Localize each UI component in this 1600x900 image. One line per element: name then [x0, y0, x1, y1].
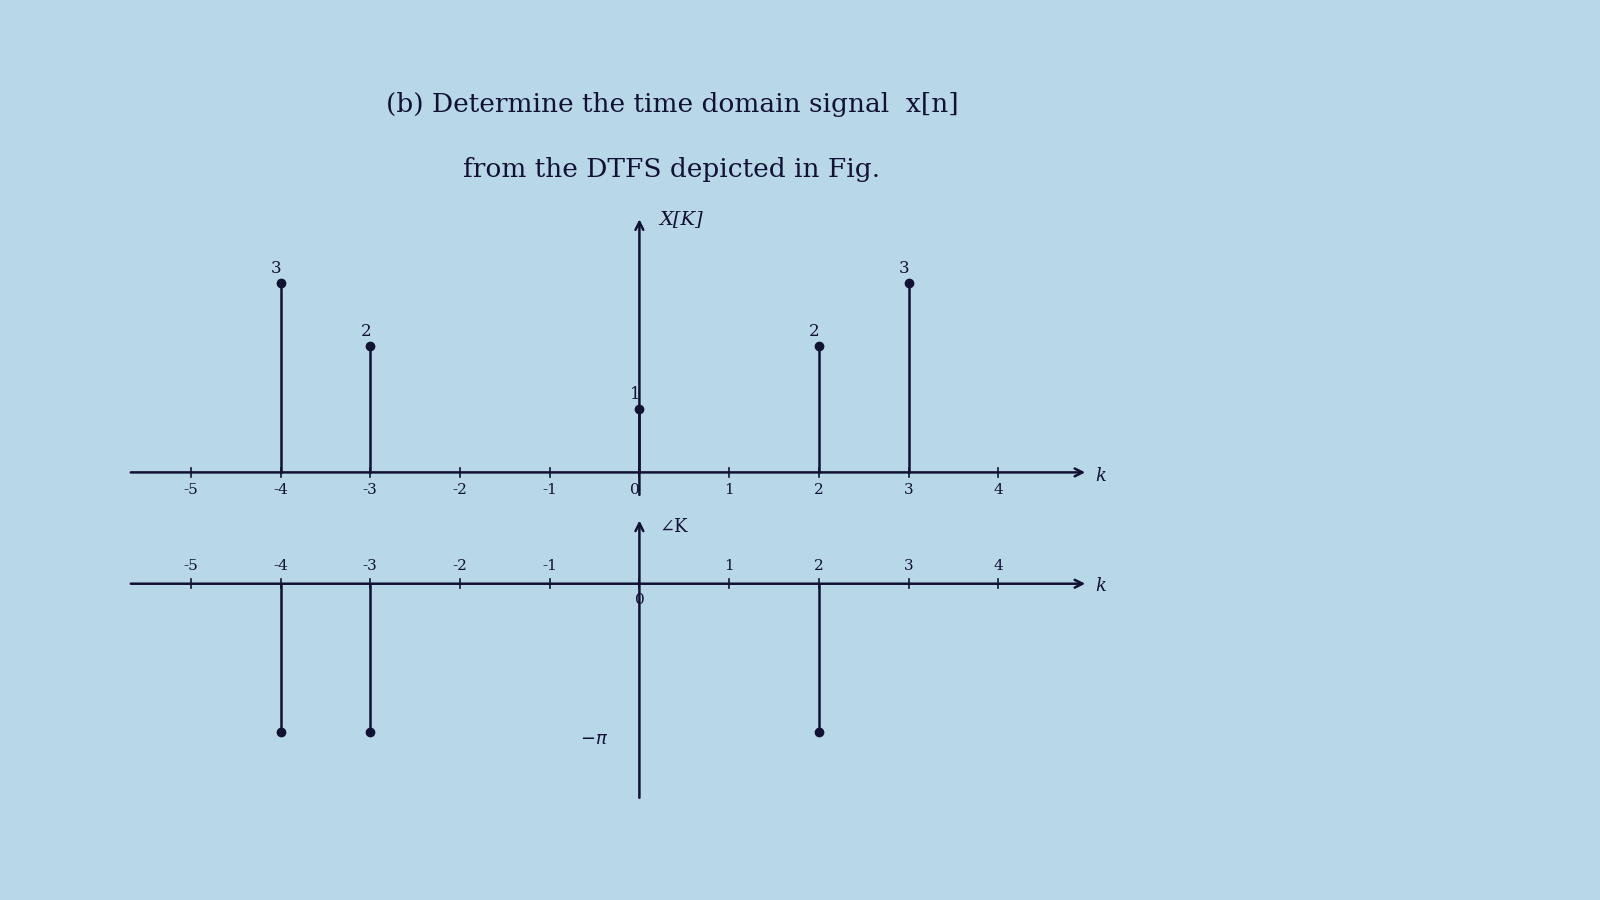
Text: -4: -4 [274, 483, 288, 497]
Text: 1: 1 [725, 483, 734, 497]
Text: -4: -4 [274, 559, 288, 573]
Text: 3: 3 [899, 259, 909, 276]
Text: -3: -3 [363, 483, 378, 497]
Text: 2: 2 [810, 323, 819, 339]
Text: (b) Determine the time domain signal  x[n]: (b) Determine the time domain signal x[n… [386, 92, 958, 117]
Text: 0: 0 [635, 593, 645, 608]
Text: 0: 0 [630, 483, 640, 497]
Text: 4: 4 [994, 483, 1003, 497]
Text: -3: -3 [363, 559, 378, 573]
Text: 3: 3 [904, 559, 914, 573]
Text: 2: 2 [360, 323, 371, 339]
Text: from the DTFS depicted in Fig.: from the DTFS depicted in Fig. [464, 157, 880, 182]
Text: -5: -5 [184, 483, 198, 497]
Text: k: k [1094, 466, 1106, 484]
Text: k: k [1094, 577, 1106, 595]
Text: 4: 4 [994, 559, 1003, 573]
Text: X[K]: X[K] [659, 211, 702, 229]
Text: 2: 2 [814, 483, 824, 497]
Text: 1: 1 [725, 559, 734, 573]
Text: -5: -5 [184, 559, 198, 573]
Text: -1: -1 [542, 559, 557, 573]
Text: 2: 2 [814, 559, 824, 573]
Text: -2: -2 [453, 483, 467, 497]
Text: -1: -1 [542, 483, 557, 497]
Text: $-\pi$: $-\pi$ [579, 730, 608, 748]
Text: 1: 1 [630, 386, 640, 403]
Text: -2: -2 [453, 559, 467, 573]
Text: 3: 3 [270, 259, 282, 276]
Text: ∠K: ∠K [659, 518, 688, 536]
Text: 3: 3 [904, 483, 914, 497]
